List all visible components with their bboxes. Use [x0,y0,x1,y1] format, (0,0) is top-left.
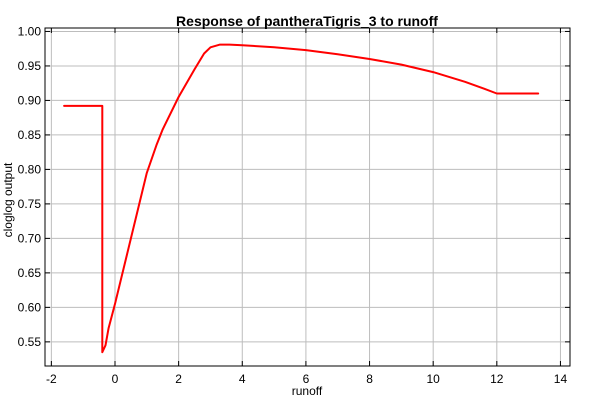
y-tick-label: 0.55 [18,335,42,349]
x-tick-label: 2 [175,372,182,386]
x-tick-label: 8 [366,372,373,386]
x-tick-label: 12 [490,372,504,386]
x-tick-label: 6 [303,372,310,386]
x-tick-label: 14 [554,372,568,386]
y-tick-label: 0.90 [18,93,42,107]
grid-layer [45,28,570,366]
x-tick-label: 10 [427,372,441,386]
y-tick-label: 0.80 [18,162,42,176]
series-line [63,43,540,354]
y-axis-label: cloglog output [1,162,15,237]
y-tick-label: 0.60 [18,300,42,314]
series-layer [63,43,540,354]
y-tick-label: 0.95 [18,59,42,73]
x-tick-label: -2 [46,372,57,386]
y-tick-label: 0.85 [18,128,42,142]
y-tick-label: 0.75 [18,197,42,211]
chart-title: Response of pantheraTigris_3 to runoff [176,13,438,29]
y-tick-label: 0.65 [18,266,42,280]
plot-frame [44,27,571,367]
x-tick-label: 4 [239,372,246,386]
tick-layer: -2 0 2 4 6 8 10 12 14 0.55 0.60 0.65 0.70 0.75 0.80 0.8… [18,24,570,386]
y-tick-label: 0.70 [18,231,42,245]
y-tick-label: 1.00 [18,24,42,38]
x-axis-label: runoff [292,384,323,398]
x-tick-label: 0 [112,372,119,386]
